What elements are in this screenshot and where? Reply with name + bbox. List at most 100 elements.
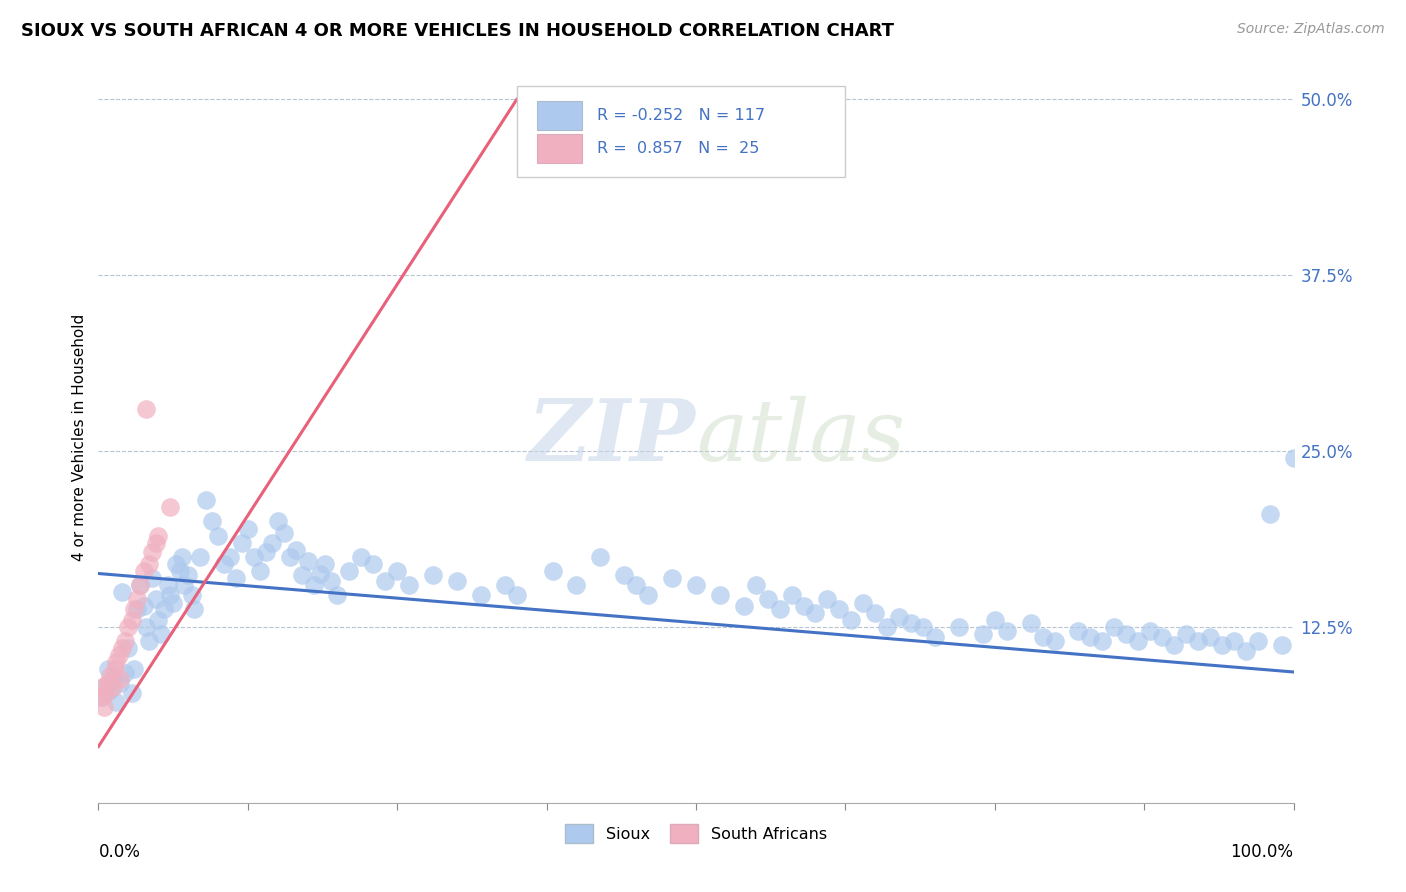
- Point: [260, 535, 283, 549]
- Point: [1247, 634, 1270, 648]
- Point: [201, 515, 224, 529]
- Point: [278, 549, 301, 564]
- Point: [236, 521, 259, 535]
- Point: [470, 588, 492, 602]
- Point: [613, 568, 636, 582]
- Point: [153, 601, 176, 615]
- Point: [745, 578, 768, 592]
- Text: 100.0%: 100.0%: [1230, 843, 1294, 861]
- Point: [219, 549, 242, 564]
- Point: [129, 578, 152, 592]
- Point: [132, 564, 155, 578]
- Point: [1282, 451, 1305, 466]
- Point: [138, 634, 160, 648]
- Point: [180, 588, 202, 602]
- Point: [768, 601, 790, 615]
- Point: [350, 549, 373, 564]
- Point: [815, 591, 838, 606]
- Point: [97, 676, 120, 690]
- Point: [637, 588, 659, 602]
- Point: [661, 571, 683, 585]
- Point: [98, 669, 122, 683]
- Point: [212, 557, 235, 571]
- Point: [172, 549, 194, 564]
- Point: [135, 620, 157, 634]
- Point: [626, 578, 648, 592]
- Point: [1152, 630, 1174, 644]
- Point: [924, 630, 946, 644]
- Point: [225, 571, 247, 585]
- Point: [145, 591, 167, 606]
- Point: [398, 578, 420, 592]
- Point: [159, 500, 181, 515]
- Point: [422, 568, 444, 582]
- Point: [995, 624, 1018, 639]
- Point: [156, 578, 179, 592]
- Point: [104, 662, 127, 676]
- Point: [900, 615, 922, 630]
- Point: [911, 620, 934, 634]
- Point: [138, 557, 160, 571]
- Point: [159, 588, 181, 602]
- Point: [273, 525, 295, 540]
- Point: [889, 610, 911, 624]
- Point: [91, 690, 114, 705]
- Point: [1234, 644, 1257, 658]
- Point: [91, 681, 114, 695]
- Point: [780, 588, 803, 602]
- Point: [565, 578, 588, 592]
- Point: [117, 620, 139, 634]
- Point: [852, 596, 875, 610]
- Point: [1175, 627, 1198, 641]
- Point: [1139, 624, 1161, 639]
- Point: [267, 515, 290, 529]
- Point: [1043, 634, 1066, 648]
- Point: [254, 545, 277, 559]
- Point: [94, 686, 117, 700]
- Point: [148, 613, 170, 627]
- Point: [98, 683, 122, 698]
- Point: [141, 571, 163, 585]
- Point: [315, 557, 337, 571]
- Point: [1080, 630, 1102, 644]
- Point: [685, 578, 707, 592]
- Text: 0.0%: 0.0%: [98, 843, 141, 861]
- Point: [177, 568, 200, 582]
- Point: [111, 584, 134, 599]
- Point: [121, 613, 143, 627]
- Point: [111, 641, 134, 656]
- Point: [709, 588, 731, 602]
- Point: [972, 627, 994, 641]
- Point: [804, 606, 827, 620]
- Point: [1104, 620, 1126, 634]
- Text: SIOUX VS SOUTH AFRICAN 4 OR MORE VEHICLES IN HOUSEHOLD CORRELATION CHART: SIOUX VS SOUTH AFRICAN 4 OR MORE VEHICLE…: [21, 22, 894, 40]
- Text: atlas: atlas: [696, 396, 905, 478]
- Point: [1032, 630, 1054, 644]
- Point: [117, 641, 139, 656]
- Point: [93, 700, 115, 714]
- Point: [135, 401, 157, 416]
- Point: [105, 655, 128, 669]
- Point: [321, 574, 343, 588]
- Point: [284, 542, 307, 557]
- Point: [308, 566, 330, 581]
- Text: R = -0.252   N = 117: R = -0.252 N = 117: [596, 108, 765, 123]
- Text: Source: ZipAtlas.com: Source: ZipAtlas.com: [1237, 22, 1385, 37]
- Point: [339, 564, 361, 578]
- Point: [183, 601, 205, 615]
- Point: [1067, 624, 1090, 639]
- Point: [124, 601, 146, 615]
- Point: [114, 634, 136, 648]
- Point: [231, 535, 253, 549]
- Point: [105, 694, 128, 708]
- FancyBboxPatch shape: [537, 101, 582, 130]
- Point: [589, 549, 612, 564]
- Point: [149, 627, 172, 641]
- Point: [125, 591, 148, 606]
- Point: [948, 620, 970, 634]
- Legend: Sioux, South Africans: Sioux, South Africans: [558, 817, 834, 850]
- Point: [173, 578, 195, 592]
- Point: [1211, 638, 1233, 652]
- Point: [207, 528, 229, 542]
- Point: [326, 588, 349, 602]
